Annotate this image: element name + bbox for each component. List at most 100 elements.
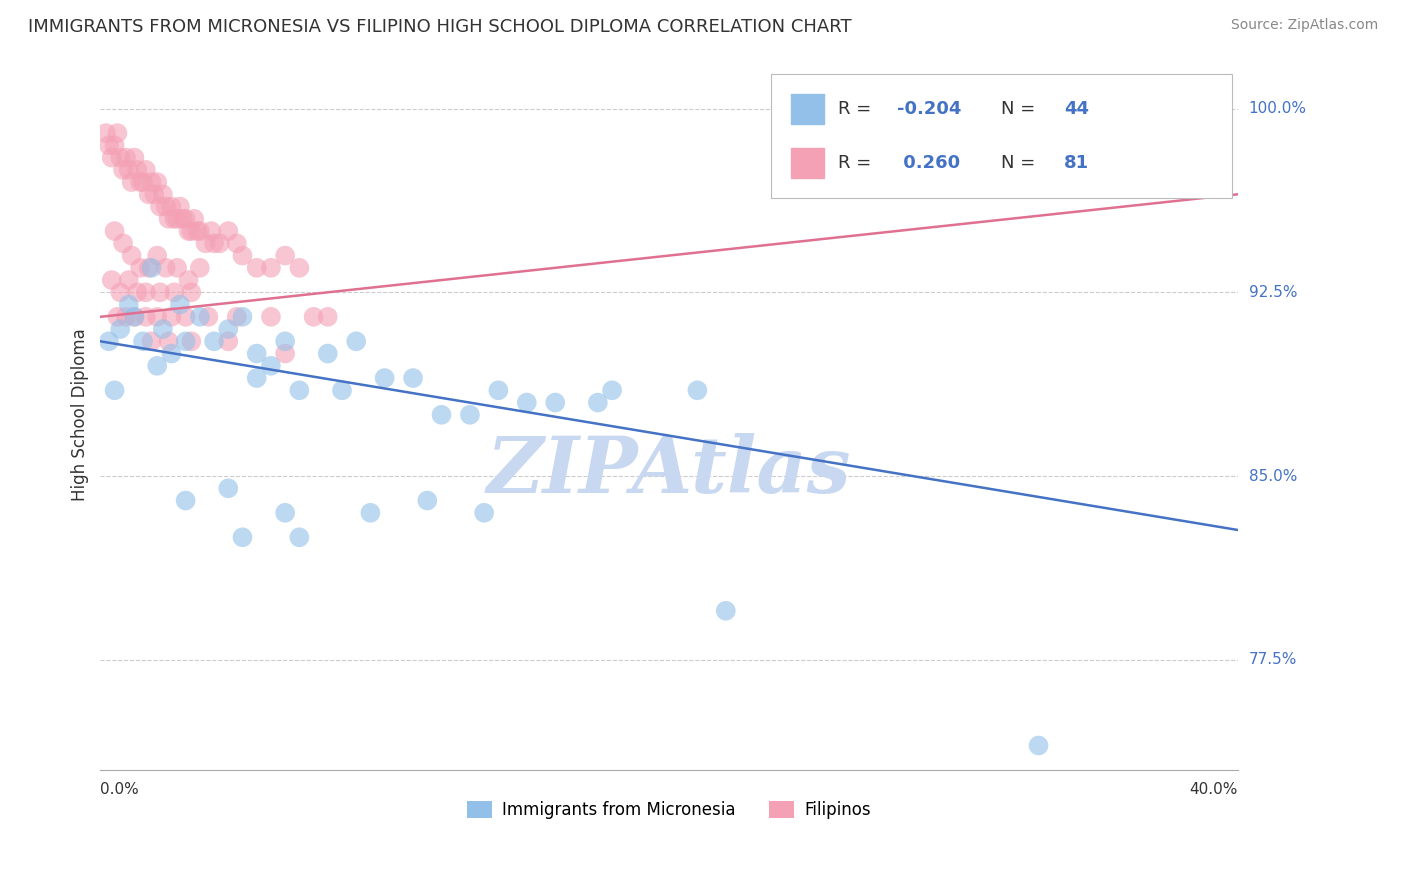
Text: R =: R = (838, 100, 877, 119)
Point (177, 224, 200, 238)
Point (183, 211, 205, 226)
Point (166, 211, 188, 226)
Text: 81: 81 (1064, 153, 1090, 171)
Point (260, 310, 283, 324)
Point (686, 384, 709, 398)
Point (124, 310, 146, 324)
Point (146, 249, 169, 263)
Point (586, 395, 609, 409)
Point (177, 273, 200, 287)
Text: 44: 44 (1064, 100, 1090, 119)
Point (274, 506, 297, 520)
Point (374, 371, 396, 385)
Point (197, 310, 219, 324)
Point (174, 310, 197, 324)
Point (330, 384, 353, 398)
Text: 85.0%: 85.0% (1249, 468, 1296, 483)
Point (217, 334, 239, 349)
Point (174, 211, 197, 226)
Point (110, 285, 132, 300)
Point (544, 395, 567, 409)
Point (231, 310, 253, 324)
Point (138, 187, 160, 202)
Point (166, 260, 188, 275)
Point (402, 371, 425, 385)
Point (188, 260, 211, 275)
Legend: Immigrants from Micronesia, Filipinos: Immigrants from Micronesia, Filipinos (461, 794, 877, 826)
FancyBboxPatch shape (772, 74, 1232, 198)
Text: 0.260: 0.260 (897, 153, 960, 171)
Point (260, 359, 283, 373)
Point (157, 211, 180, 226)
Point (225, 310, 247, 324)
Point (146, 359, 169, 373)
Point (172, 211, 194, 226)
Point (202, 236, 225, 251)
Point (129, 175, 152, 189)
Point (274, 346, 297, 360)
Point (110, 151, 132, 165)
Point (107, 126, 129, 140)
Point (316, 346, 339, 360)
Point (472, 506, 495, 520)
Point (152, 187, 174, 202)
Point (163, 285, 186, 300)
Point (163, 211, 186, 226)
Point (121, 175, 143, 189)
Point (112, 236, 135, 251)
Point (121, 249, 143, 263)
Text: Source: ZipAtlas.com: Source: ZipAtlas.com (1230, 18, 1378, 32)
Point (486, 384, 509, 398)
Point (103, 138, 125, 153)
Text: R =: R = (838, 153, 877, 171)
Text: N =: N = (1001, 153, 1042, 171)
Point (231, 249, 253, 263)
Point (188, 310, 211, 324)
Point (129, 260, 152, 275)
Point (714, 604, 737, 618)
Point (146, 310, 169, 324)
Point (600, 384, 623, 398)
Bar (790, 95, 824, 124)
Point (160, 310, 183, 324)
Point (124, 151, 146, 165)
Point (202, 334, 225, 349)
Point (231, 530, 253, 544)
Point (260, 260, 283, 275)
Y-axis label: High School Diploma: High School Diploma (72, 328, 89, 501)
Point (110, 322, 132, 336)
Point (135, 285, 157, 300)
Point (149, 285, 172, 300)
Text: 77.5%: 77.5% (1249, 652, 1296, 667)
Point (359, 506, 381, 520)
Point (160, 346, 183, 360)
Point (186, 224, 208, 238)
Point (141, 175, 163, 189)
Point (135, 310, 157, 324)
Point (149, 200, 172, 214)
Point (152, 322, 174, 336)
Point (274, 334, 297, 349)
Text: ZIPAtlas: ZIPAtlas (486, 434, 851, 510)
Point (1028, 739, 1050, 753)
Bar (790, 148, 824, 178)
Point (180, 334, 202, 349)
Point (103, 384, 125, 398)
Point (194, 236, 217, 251)
Point (225, 236, 247, 251)
Point (169, 200, 191, 214)
Point (274, 249, 297, 263)
Point (118, 162, 141, 177)
Point (246, 260, 269, 275)
Point (138, 260, 160, 275)
Point (200, 224, 222, 238)
Point (157, 334, 180, 349)
Point (180, 224, 202, 238)
Point (100, 273, 122, 287)
Point (155, 260, 177, 275)
Text: 40.0%: 40.0% (1189, 782, 1237, 797)
Text: -0.204: -0.204 (897, 100, 962, 119)
Point (132, 334, 155, 349)
Point (118, 273, 141, 287)
Point (97, 138, 120, 153)
